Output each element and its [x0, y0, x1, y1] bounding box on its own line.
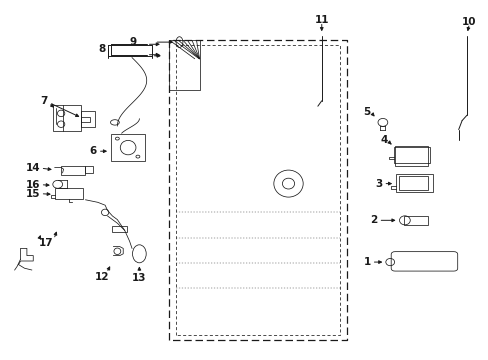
Bar	[84, 166, 93, 173]
Text: 5: 5	[363, 107, 370, 117]
Text: 7: 7	[41, 96, 48, 106]
Bar	[112, 226, 127, 232]
Text: 10: 10	[461, 17, 476, 27]
Text: 2: 2	[369, 215, 377, 225]
Text: 3: 3	[374, 179, 382, 189]
Text: 1: 1	[363, 257, 370, 267]
Bar	[81, 117, 90, 122]
Text: 12: 12	[94, 272, 109, 282]
Bar	[403, 216, 427, 225]
Bar	[111, 134, 144, 161]
Text: 15: 15	[25, 189, 40, 199]
Bar	[53, 105, 81, 131]
Text: 4: 4	[380, 135, 387, 145]
Text: 16: 16	[25, 180, 40, 190]
Bar	[55, 188, 83, 199]
Bar	[398, 176, 427, 190]
Text: 13: 13	[132, 273, 146, 283]
Text: 14: 14	[25, 163, 40, 173]
Text: 9: 9	[129, 37, 137, 47]
Text: 6: 6	[89, 146, 97, 156]
Text: 17: 17	[39, 238, 54, 248]
Bar	[394, 146, 427, 166]
Bar	[393, 147, 429, 163]
Bar	[395, 174, 432, 192]
Text: 8: 8	[98, 44, 105, 54]
Bar	[81, 111, 95, 127]
Bar	[61, 166, 84, 175]
Text: 11: 11	[314, 15, 328, 25]
